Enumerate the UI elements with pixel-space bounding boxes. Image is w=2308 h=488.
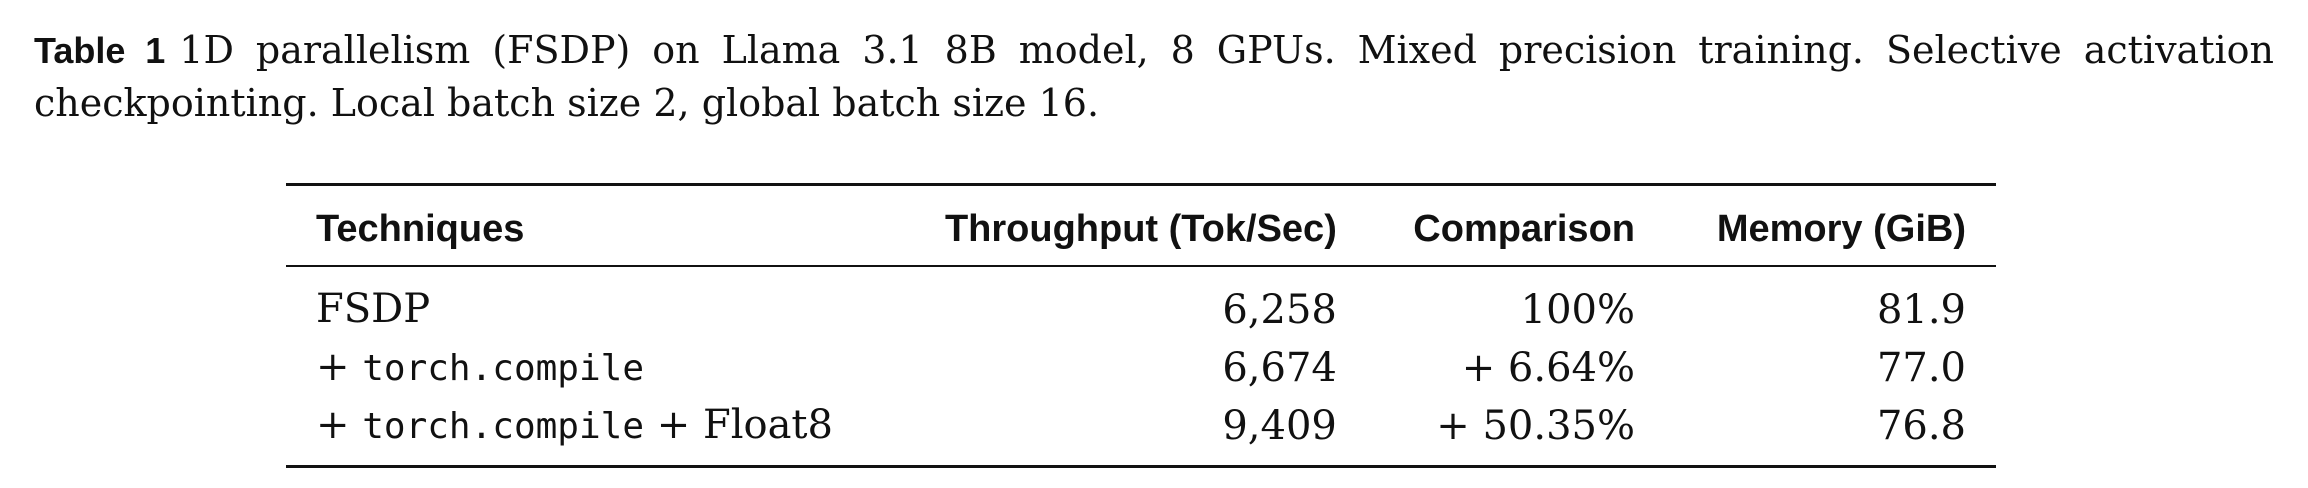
results-table: Techniques Throughput (Tok/Sec) Comparis… (286, 183, 1996, 468)
technique-prefix: + (316, 402, 363, 448)
cell-memory: 81.9 (1876, 287, 1966, 333)
cell-throughput: 6,258 (1222, 287, 1337, 333)
header-techniques: Techniques (286, 184, 882, 267)
header-row: Techniques Throughput (Tok/Sec) Comparis… (286, 184, 1996, 267)
cell-memory: 76.8 (1876, 403, 1966, 449)
technique-code: torch.compile (362, 406, 644, 447)
header-memory: Memory (GiB) (1665, 184, 1996, 267)
technique-prefix: FSDP (316, 286, 431, 332)
cell-throughput: 6,674 (1222, 345, 1337, 391)
technique-code: torch.compile (362, 348, 644, 389)
cell-comparison: 100% (1520, 287, 1635, 333)
header-throughput: Throughput (Tok/Sec) (881, 184, 1367, 267)
technique-suffix: + Float8 (644, 402, 833, 448)
header-comparison: Comparison (1366, 184, 1665, 267)
table-caption: Table 1 1D parallelism (FSDP) on Llama 3.… (34, 24, 2274, 129)
table-row: + torch.compile 6,674 + 6.64% 77.0 (286, 339, 1996, 397)
cell-memory: 77.0 (1876, 345, 1966, 391)
table-row: FSDP 6,258 100% 81.9 (286, 266, 1996, 339)
caption-text: 1D parallelism (FSDP) on Llama 3.1 8B mo… (34, 28, 2274, 125)
cell-comparison: + 6.64% (1461, 345, 1635, 391)
cell-throughput: 9,409 (1222, 403, 1337, 449)
table-row: + torch.compile + Float8 9,409 + 50.35% … (286, 397, 1996, 467)
table-body: FSDP 6,258 100% 81.9 + torch.compile 6,6… (286, 266, 1996, 467)
table-header: Techniques Throughput (Tok/Sec) Comparis… (286, 184, 1996, 267)
cell-comparison: + 50.35% (1436, 403, 1635, 449)
caption-label: Table 1 (34, 30, 166, 71)
cell-technique: + torch.compile (286, 339, 881, 397)
cell-technique: FSDP (286, 266, 881, 339)
technique-prefix: + (316, 344, 363, 390)
cell-technique: + torch.compile + Float8 (286, 397, 881, 467)
results-table-container: Techniques Throughput (Tok/Sec) Comparis… (286, 183, 1996, 468)
